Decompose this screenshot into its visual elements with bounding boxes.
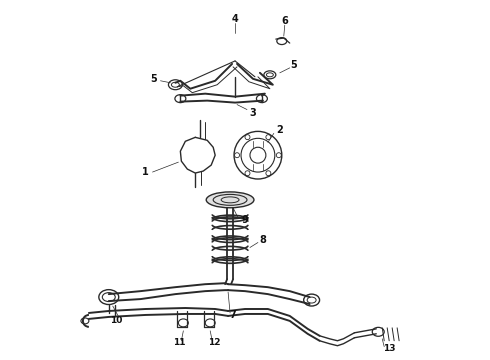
Text: 13: 13 bbox=[383, 344, 395, 353]
Ellipse shape bbox=[206, 192, 254, 208]
Text: 8: 8 bbox=[260, 234, 267, 244]
Text: 11: 11 bbox=[173, 338, 186, 347]
Text: 12: 12 bbox=[208, 338, 220, 347]
Text: 7: 7 bbox=[230, 310, 237, 320]
Text: 10: 10 bbox=[110, 316, 122, 325]
Text: 1: 1 bbox=[142, 167, 149, 177]
Text: 9: 9 bbox=[242, 215, 248, 225]
Text: 5: 5 bbox=[150, 74, 157, 84]
Text: 2: 2 bbox=[276, 125, 283, 135]
Text: 5: 5 bbox=[291, 60, 297, 70]
Text: 6: 6 bbox=[281, 16, 288, 26]
Text: 3: 3 bbox=[249, 108, 256, 117]
Text: 4: 4 bbox=[232, 14, 239, 24]
